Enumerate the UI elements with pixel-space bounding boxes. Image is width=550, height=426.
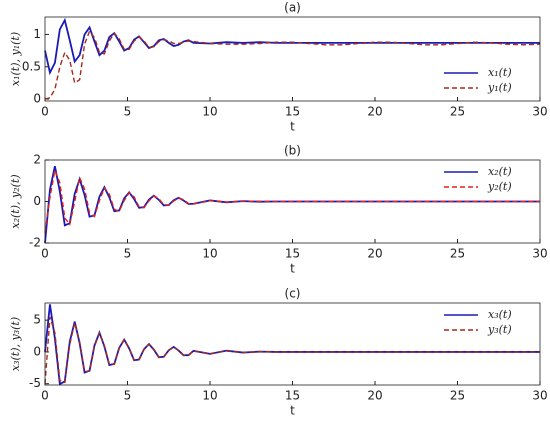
x-tick-label: 0 (41, 105, 49, 119)
subplot-title: (b) (284, 144, 301, 158)
x-tick-label: 0 (41, 247, 49, 261)
series-line (44, 29, 541, 100)
y-tick-label: 0.5 (22, 59, 41, 73)
x-tick-label: 5 (124, 105, 132, 119)
x-tick-label: 25 (450, 247, 465, 261)
y-tick-label: 5 (33, 313, 41, 327)
legend-label: x₁(t) (488, 66, 512, 79)
subplot-title: (a) (284, 1, 301, 15)
axes-frame (44, 16, 541, 102)
series-line (44, 17, 540, 76)
legend: x₁(t) y₁(t) (444, 66, 512, 94)
x-tick-label: 10 (202, 247, 217, 261)
legend-label: y₁(t) (487, 81, 512, 94)
x-axis-label: t (290, 404, 295, 418)
x-tick-label: 0 (41, 389, 49, 403)
legend: x₃(t) y₃(t) (444, 308, 512, 336)
y-tick-label: 0 (33, 194, 41, 208)
y-axis-label: x₁(t), y₁(t) (9, 32, 22, 86)
x-tick-label: 5 (124, 247, 132, 261)
series-line (44, 304, 540, 386)
y-tick-label: 1 (33, 27, 41, 41)
x-tick-label: 30 (532, 105, 547, 119)
y-tick-label: -5 (29, 376, 41, 390)
legend-label: x₃(t) (488, 308, 512, 321)
legend: x₂(t) y₂(t) (444, 165, 512, 193)
y-tick-label: 0 (33, 92, 41, 106)
series-line (44, 167, 540, 233)
y-tick-label: 2 (33, 153, 41, 167)
axes-frame (44, 302, 541, 386)
y-axis-label: x₂(t), y₂(t) (9, 174, 22, 228)
y-axis-label: x₃(t), y₃(t) (9, 317, 22, 371)
legend-label: x₂(t) (488, 165, 512, 178)
x-axis-label: t (290, 120, 295, 134)
x-tick-label: 15 (285, 105, 300, 119)
series-line (44, 316, 540, 384)
x-tick-label: 20 (367, 389, 382, 403)
axes-frame (44, 159, 541, 244)
legend-label: y₃(t) (487, 323, 512, 336)
series-line (44, 166, 540, 244)
legend-label: y₂(t) (487, 180, 512, 193)
y-tick-label: 0 (33, 344, 41, 358)
x-tick-label: 5 (124, 389, 132, 403)
y-tick-label: -2 (29, 236, 41, 250)
x-tick-label: 30 (532, 247, 547, 261)
subplot: (a) 0 5 10 15 20 25 30 0 0.5 1 t x₁(t), y₁(t) x₁(t) y₁… (9, 1, 548, 134)
x-tick-label: 10 (202, 389, 217, 403)
subplot-title: (c) (285, 287, 301, 301)
x-tick-label: 30 (532, 389, 547, 403)
x-tick-label: 10 (202, 105, 217, 119)
x-tick-label: 20 (367, 247, 382, 261)
x-tick-label: 15 (285, 247, 300, 261)
x-tick-label: 20 (367, 105, 382, 119)
x-tick-label: 15 (285, 389, 300, 403)
x-tick-label: 25 (450, 389, 465, 403)
x-tick-label: 25 (450, 105, 465, 119)
x-axis-label: t (290, 262, 295, 276)
